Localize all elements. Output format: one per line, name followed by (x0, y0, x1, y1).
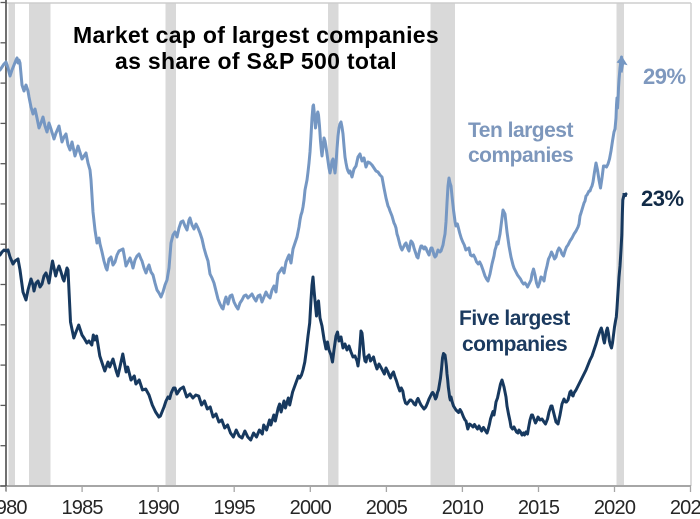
svg-text:29%: 29% (643, 64, 686, 89)
svg-text:2025: 2025 (670, 497, 700, 519)
svg-text:23%: 23% (641, 186, 684, 211)
svg-text:companies: companies (468, 144, 573, 167)
svg-text:1980: 1980 (0, 497, 27, 519)
svg-text:2005: 2005 (366, 497, 408, 519)
svg-text:companies: companies (462, 333, 567, 356)
svg-text:Market cap of largest companie: Market cap of largest companies (73, 22, 439, 48)
svg-text:1990: 1990 (138, 497, 180, 519)
svg-text:Five largest: Five largest (459, 307, 570, 330)
svg-text:1995: 1995 (214, 497, 256, 519)
svg-text:2015: 2015 (518, 497, 560, 519)
svg-text:2020: 2020 (594, 497, 636, 519)
svg-text:2010: 2010 (442, 497, 484, 519)
svg-text:1985: 1985 (61, 497, 103, 519)
svg-text:2000: 2000 (290, 497, 332, 519)
svg-text:as share of S&P 500 total: as share of S&P 500 total (115, 48, 397, 74)
svg-text:Ten largest: Ten largest (468, 119, 573, 142)
